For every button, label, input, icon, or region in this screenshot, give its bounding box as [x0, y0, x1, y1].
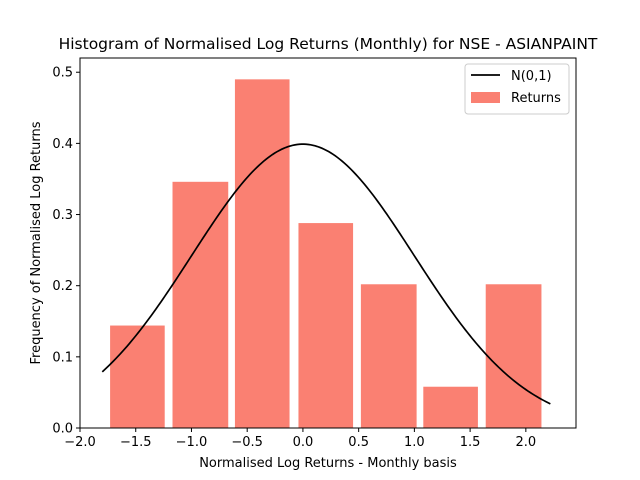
- x-tick-label: −2.0: [64, 435, 96, 450]
- legend-label-bars: Returns: [511, 91, 561, 106]
- legend-bar-swatch: [471, 92, 500, 103]
- y-tick-label: 0.5: [52, 66, 73, 81]
- y-axis-label: Frequency of Normalised Log Returns: [29, 121, 44, 364]
- y-tick-label: 0.2: [52, 279, 73, 294]
- histogram-bar-6: [423, 386, 478, 428]
- x-tick-label: 0.0: [293, 435, 314, 450]
- bars-layer: [110, 79, 542, 428]
- x-tick-label: −0.5: [231, 435, 263, 450]
- y-tick-label: 0.3: [52, 208, 73, 223]
- y-tick-label: 0.0: [52, 422, 73, 437]
- legend-label-curve: N(0,1): [511, 69, 552, 84]
- chart-title: Histogram of Normalised Log Returns (Mon…: [59, 35, 598, 53]
- histogram-bar-1: [110, 325, 165, 428]
- curve-layer: [101, 143, 551, 405]
- y-ticks: 0.0 0.1 0.2 0.3 0.4 0.5: [52, 66, 80, 437]
- x-tick-label: 1.5: [460, 435, 481, 450]
- legend: N(0,1) Returns: [464, 63, 570, 115]
- x-tick-label: 0.5: [348, 435, 369, 450]
- histogram-bar-7: [485, 284, 542, 428]
- y-tick-label: 0.1: [52, 350, 73, 365]
- x-tick-label: −1.5: [120, 435, 152, 450]
- histogram-bar-3: [234, 79, 290, 428]
- x-tick-label: 2.0: [515, 435, 536, 450]
- histogram-bar-5: [360, 284, 417, 428]
- x-ticks: −2.0 −1.5 −1.0 −0.5 0.0 0.5 1.0 1.5 2.0: [64, 428, 536, 450]
- y-tick-label: 0.4: [52, 137, 73, 152]
- histogram-bar-2: [172, 181, 229, 428]
- plot-frame: [79, 57, 577, 429]
- x-tick-label: −1.0: [176, 435, 208, 450]
- normal-curve-line: [101, 143, 551, 405]
- histogram-bar-4: [298, 223, 354, 428]
- x-tick-label: 1.0: [404, 435, 425, 450]
- x-axis-label: Normalised Log Returns - Monthly basis: [199, 456, 457, 471]
